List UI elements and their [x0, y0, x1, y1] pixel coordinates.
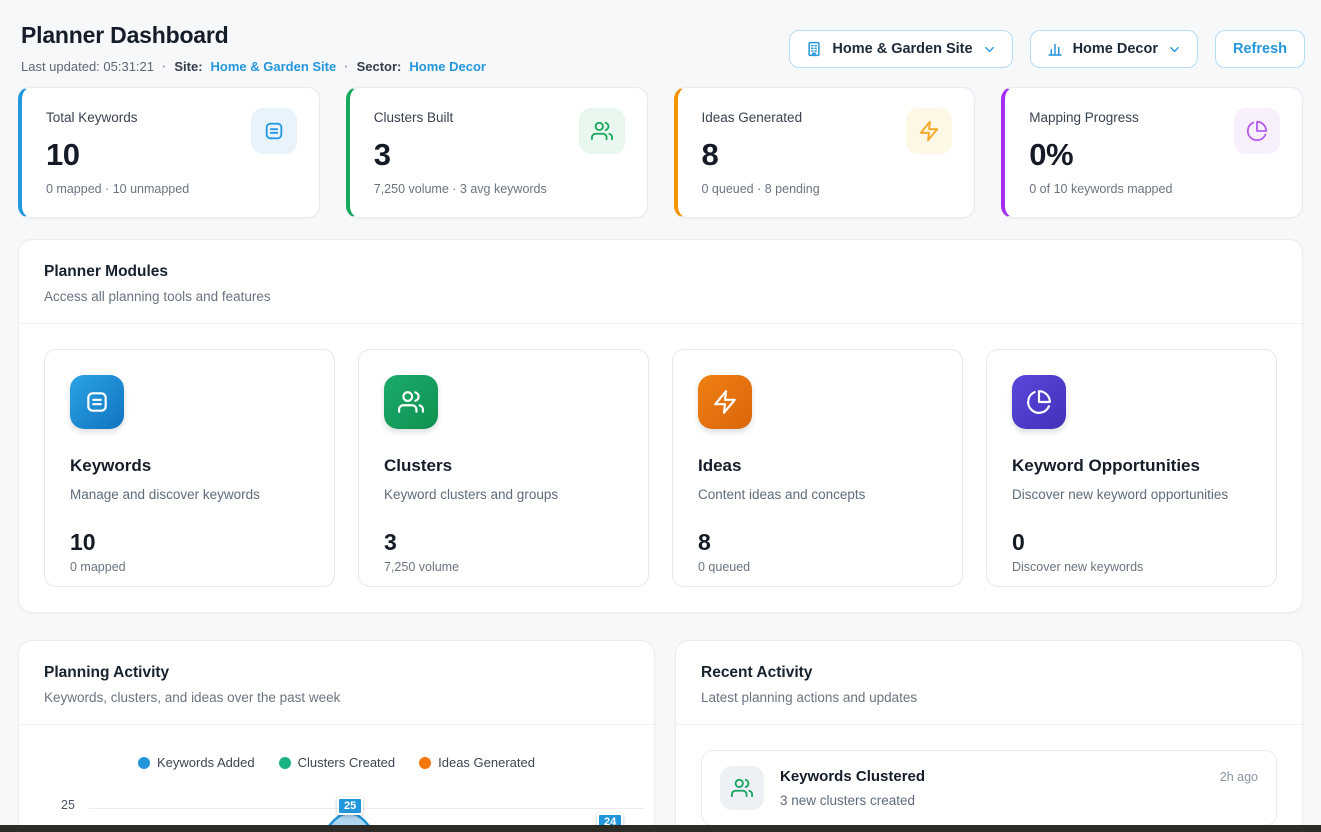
- legend-dot-blue: [138, 757, 150, 769]
- chevron-down-icon: [982, 42, 997, 57]
- bar-chart-icon: [1046, 40, 1064, 58]
- module-title: Keyword Opportunities: [1012, 456, 1251, 476]
- gridline: [89, 808, 644, 809]
- module-stat: 10: [70, 529, 309, 556]
- modules-grid: Keywords Manage and discover keywords 10…: [19, 324, 1302, 612]
- legend-dot-orange: [419, 757, 431, 769]
- stats-row: Total Keywords 10 0 mapped · 10 unmapped…: [18, 87, 1303, 218]
- sector-label: Sector:: [357, 59, 402, 74]
- legend-item-keywords-added[interactable]: Keywords Added: [138, 755, 255, 770]
- meta-separator: ·: [344, 59, 348, 74]
- module-title: Ideas: [698, 456, 937, 476]
- module-title: Keywords: [70, 456, 309, 476]
- recent-activity-list: Keywords Clustered 2h ago 3 new clusters…: [676, 725, 1302, 832]
- bottom-row: Planning Activity Keywords, clusters, an…: [18, 640, 1303, 832]
- meta-separator: ·: [162, 59, 166, 74]
- header-controls: Home & Garden Site Home Decor Refresh: [789, 30, 1305, 68]
- activity-description: 3 new clusters created: [780, 793, 1258, 808]
- sector-selector-label: Home Decor: [1073, 41, 1158, 57]
- site-label: Site:: [174, 59, 202, 74]
- stat-subtext: 0 queued · 8 pending: [702, 182, 953, 196]
- legend-item-ideas-generated[interactable]: Ideas Generated: [419, 755, 535, 770]
- recent-activity-header: Recent Activity Latest planning actions …: [676, 641, 1302, 725]
- activity-item-keywords-clustered[interactable]: Keywords Clustered 2h ago 3 new clusters…: [701, 750, 1277, 826]
- chart-legend: Keywords Added Clusters Created Ideas Ge…: [19, 755, 654, 770]
- sector-selector-dropdown[interactable]: Home Decor: [1030, 30, 1198, 68]
- legend-label: Keywords Added: [157, 755, 255, 770]
- lightning-icon: [698, 375, 752, 429]
- panel-title: Planning Activity: [44, 664, 629, 682]
- document-icon: [70, 375, 124, 429]
- module-card-ideas[interactable]: Ideas Content ideas and concepts 8 0 que…: [672, 349, 963, 587]
- window-bottom-edge: [0, 825, 1321, 832]
- header-left: Planner Dashboard Last updated: 05:31:21…: [21, 22, 486, 74]
- stat-card-total-keywords: Total Keywords 10 0 mapped · 10 unmapped: [18, 87, 320, 218]
- module-card-keywords[interactable]: Keywords Manage and discover keywords 10…: [44, 349, 335, 587]
- site-selector-dropdown[interactable]: Home & Garden Site: [789, 30, 1012, 68]
- planner-modules-panel: Planner Modules Access all planning tool…: [18, 239, 1303, 613]
- planning-activity-header: Planning Activity Keywords, clusters, an…: [19, 641, 654, 725]
- module-stat: 8: [698, 529, 937, 556]
- page-title: Planner Dashboard: [21, 22, 486, 49]
- module-description: Discover new keyword opportunities: [1012, 487, 1251, 502]
- sector-link[interactable]: Home Decor: [409, 59, 486, 74]
- planning-activity-panel: Planning Activity Keywords, clusters, an…: [18, 640, 655, 832]
- module-description: Keyword clusters and groups: [384, 487, 623, 502]
- users-icon: [720, 766, 764, 810]
- panel-title: Recent Activity: [701, 664, 1277, 682]
- data-point-label: 25: [337, 797, 363, 815]
- last-updated-text: Last updated: 05:31:21: [21, 59, 154, 74]
- site-link[interactable]: Home & Garden Site: [211, 59, 337, 74]
- page-header: Planner Dashboard Last updated: 05:31:21…: [0, 0, 1321, 74]
- module-card-keyword-opportunities[interactable]: Keyword Opportunities Discover new keywo…: [986, 349, 1277, 587]
- planner-dashboard-page: Planner Dashboard Last updated: 05:31:21…: [0, 0, 1321, 832]
- stat-subtext: 0 of 10 keywords mapped: [1029, 182, 1280, 196]
- activity-title: Keywords Clustered: [780, 768, 925, 785]
- chevron-down-icon: [1167, 42, 1182, 57]
- stat-subtext: 7,250 volume · 3 avg keywords: [374, 182, 625, 196]
- activity-timestamp: 2h ago: [1220, 770, 1258, 784]
- document-icon: [251, 108, 297, 154]
- stat-card-mapping-progress: Mapping Progress 0% 0 of 10 keywords map…: [1001, 87, 1303, 218]
- building-icon: [805, 40, 823, 58]
- module-card-clusters[interactable]: Clusters Keyword clusters and groups 3 7…: [358, 349, 649, 587]
- module-description: Content ideas and concepts: [698, 487, 937, 502]
- planning-activity-chart: Keywords Added Clusters Created Ideas Ge…: [19, 725, 654, 832]
- refresh-button[interactable]: Refresh: [1215, 30, 1305, 68]
- legend-item-clusters-created[interactable]: Clusters Created: [279, 755, 396, 770]
- lightning-icon: [906, 108, 952, 154]
- pie-chart-icon: [1234, 108, 1280, 154]
- module-stat: 0: [1012, 529, 1251, 556]
- area-series-keywords-added: [19, 725, 655, 832]
- activity-content: Keywords Clustered 2h ago 3 new clusters…: [780, 766, 1258, 808]
- planner-modules-header: Planner Modules Access all planning tool…: [19, 240, 1302, 324]
- module-stat-label: Discover new keywords: [1012, 560, 1251, 574]
- legend-label: Ideas Generated: [438, 755, 535, 770]
- module-stat-label: 7,250 volume: [384, 560, 623, 574]
- module-stat: 3: [384, 529, 623, 556]
- legend-label: Clusters Created: [298, 755, 396, 770]
- page-meta: Last updated: 05:31:21 · Site: Home & Ga…: [21, 59, 486, 74]
- stat-card-ideas-generated: Ideas Generated 8 0 queued · 8 pending: [674, 87, 976, 218]
- pie-chart-icon: [1012, 375, 1066, 429]
- site-selector-label: Home & Garden Site: [832, 41, 972, 57]
- stat-card-clusters-built: Clusters Built 3 7,250 volume · 3 avg ke…: [346, 87, 648, 218]
- panel-subtitle: Access all planning tools and features: [44, 289, 1277, 304]
- module-stat-label: 0 queued: [698, 560, 937, 574]
- users-icon: [579, 108, 625, 154]
- y-axis-tick: 25: [61, 798, 75, 812]
- panel-subtitle: Keywords, clusters, and ideas over the p…: [44, 690, 629, 705]
- users-icon: [384, 375, 438, 429]
- recent-activity-panel: Recent Activity Latest planning actions …: [675, 640, 1303, 832]
- panel-title: Planner Modules: [44, 263, 1277, 281]
- legend-dot-green: [279, 757, 291, 769]
- module-title: Clusters: [384, 456, 623, 476]
- panel-subtitle: Latest planning actions and updates: [701, 690, 1277, 705]
- module-description: Manage and discover keywords: [70, 487, 309, 502]
- stat-subtext: 0 mapped · 10 unmapped: [46, 182, 297, 196]
- module-stat-label: 0 mapped: [70, 560, 309, 574]
